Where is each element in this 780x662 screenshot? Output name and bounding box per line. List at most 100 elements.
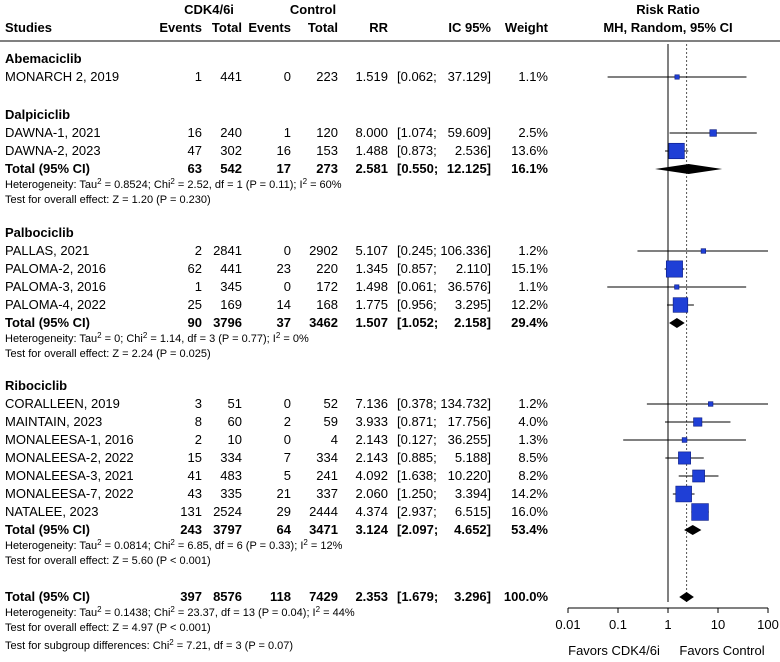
study-rr: 2.060 (355, 486, 388, 501)
study-rr: 5.107 (355, 243, 388, 258)
study-name: PALLAS, 2021 (5, 243, 90, 258)
study-n1: 51 (227, 396, 242, 411)
summary-diamond (679, 592, 694, 602)
effect-square (691, 503, 709, 521)
study-e1: 2 (194, 432, 202, 447)
study-e2: 7 (283, 450, 291, 465)
favors-right-label: Favors Control (679, 643, 765, 658)
overall-total-n2: 7429 (309, 589, 338, 604)
study-ci-lo: [1.074; (397, 125, 437, 140)
subgroup-title: Ribociclib (5, 378, 68, 393)
subgroup-total-n1: 542 (220, 161, 242, 176)
study-e2: 0 (283, 69, 291, 84)
study-ci-lo: [1.638; (397, 468, 437, 483)
study-rr: 1.498 (355, 279, 388, 294)
study-n1: 2524 (213, 504, 242, 519)
study-rr: 1.488 (355, 143, 388, 158)
study-ci-lo: [1.250; (397, 486, 437, 501)
study-e2: 29 (276, 504, 291, 519)
study-ci-lo: [0.956; (397, 297, 437, 312)
study-n2: 120 (316, 125, 338, 140)
x-axis-tick-label: 100 (757, 617, 779, 632)
subgroup-heterogeneity: Heterogeneity: Tau2 = 0.0814; Chi2 = 6.8… (5, 538, 343, 553)
study-rr: 1.345 (355, 261, 388, 276)
study-ci-lo: [0.857; (397, 261, 437, 276)
effect-square (675, 485, 692, 503)
study-ci-hi: 37.129] (447, 69, 491, 84)
study-weight: 1.2% (518, 243, 548, 258)
effect-square (678, 451, 691, 465)
study-n2: 153 (316, 143, 338, 158)
subgroup-overall-effect: Test for overall effect: Z = 5.60 (P < 0… (5, 555, 211, 567)
study-name: PALOMA-4, 2022 (5, 297, 106, 312)
study-ci-lo: [0.127; (397, 432, 437, 447)
overall-total-e1: 397 (180, 589, 202, 604)
study-name: DAWNA-1, 2021 (5, 125, 101, 140)
study-weight: 2.5% (518, 125, 548, 140)
x-axis-tick-label: 0.1 (608, 617, 628, 632)
study-rr: 2.143 (355, 450, 388, 465)
study-n1: 60 (227, 414, 242, 429)
study-e1: 43 (187, 486, 202, 501)
overall-total-ci-lo: [1.679; (397, 589, 439, 604)
study-e1: 8 (194, 414, 202, 429)
study-e1: 62 (187, 261, 202, 276)
study-weight: 8.2% (518, 468, 548, 483)
study-ci-lo: [0.873; (397, 143, 437, 158)
study-e2: 0 (283, 243, 291, 258)
study-ci-lo: [0.062; (397, 69, 437, 84)
study-name: NATALEE, 2023 (5, 504, 99, 519)
study-n2: 172 (316, 279, 338, 294)
subgroup-total-e1: 63 (187, 161, 202, 176)
study-n2: 334 (316, 450, 338, 465)
study-e1: 16 (187, 125, 202, 140)
subgroup-total-ci-hi: 2.158] (454, 315, 491, 330)
subgroup-total-ci-hi: 4.652] (454, 522, 491, 537)
study-weight: 16.0% (511, 504, 548, 519)
subgroup-total-ci-lo: [2.097; (397, 522, 439, 537)
subgroup-total-e1: 243 (180, 522, 202, 537)
study-e1: 47 (187, 143, 202, 158)
study-e1: 131 (180, 504, 202, 519)
x-axis-tick-label: 10 (710, 617, 726, 632)
study-n2: 52 (323, 396, 338, 411)
overall-total-rr: 2.353 (355, 589, 388, 604)
study-e2: 2 (283, 414, 291, 429)
effect-square (681, 437, 688, 443)
subgroup-total-e2: 64 (276, 522, 291, 537)
study-n1: 2841 (213, 243, 242, 258)
study-e2: 0 (283, 396, 291, 411)
subgroup-total-ci-lo: [1.052; (397, 315, 439, 330)
study-n2: 337 (316, 486, 338, 501)
col-header-weight: Weight (504, 20, 548, 35)
col-header-studies: Studies (5, 20, 52, 35)
subgroup-total-n1: 3796 (213, 315, 242, 330)
study-e1: 25 (187, 297, 202, 312)
group-header-cdk: CDK4/6i (184, 2, 234, 17)
study-n1: 334 (220, 450, 242, 465)
study-ci-hi: 10.220] (447, 468, 491, 483)
study-ci-hi: 36.576] (447, 279, 491, 294)
study-weight: 4.0% (518, 414, 548, 429)
subgroup-overall-effect: Test for overall effect: Z = 1.20 (P = 0… (5, 194, 211, 206)
overall-heterogeneity: Heterogeneity: Tau2 = 0.1438; Chi2 = 23.… (5, 605, 355, 620)
overall-total-label: Total (95% CI) (5, 589, 90, 604)
study-n2: 2902 (309, 243, 338, 258)
x-axis-tick-label: 1 (664, 617, 672, 632)
study-rr: 4.374 (355, 504, 388, 519)
subgroup-title: Abemaciclib (5, 51, 82, 66)
col-header-events-2: Events (248, 20, 291, 35)
study-n1: 441 (220, 261, 242, 276)
study-n1: 483 (220, 468, 242, 483)
study-e1: 15 (187, 450, 202, 465)
subgroup-total-label: Total (95% CI) (5, 161, 90, 176)
subgroup-total-ci-hi: 12.125] (446, 161, 491, 176)
study-ci-lo: [0.378; (397, 396, 437, 411)
study-n2: 2444 (309, 504, 338, 519)
subgroup-total-n1: 3797 (213, 522, 242, 537)
study-name: MAINTAIN, 2023 (5, 414, 103, 429)
study-ci-hi: 36.255] (447, 432, 491, 447)
study-n1: 10 (227, 432, 242, 447)
effect-square (674, 74, 680, 80)
overall-total-n1: 8576 (213, 589, 242, 604)
